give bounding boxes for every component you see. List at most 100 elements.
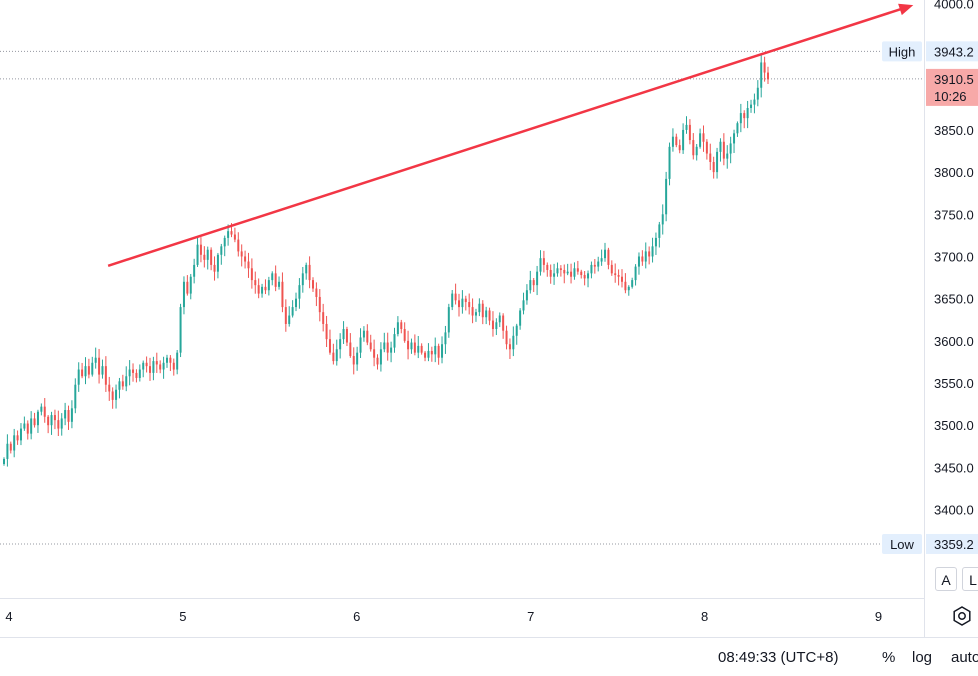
candle-body bbox=[210, 249, 213, 265]
price-axis[interactable]: 3400.0 3450.0 3500.0 3550.0 3600.0 3650.0 3700… bbox=[934, 0, 974, 518]
candle-body bbox=[665, 178, 668, 215]
candle bbox=[16, 430, 19, 445]
candle bbox=[434, 337, 437, 363]
candle bbox=[315, 282, 318, 307]
candle bbox=[610, 260, 613, 276]
candle-body bbox=[149, 366, 152, 373]
candle-body bbox=[512, 335, 515, 350]
candle bbox=[437, 343, 440, 365]
candle-body bbox=[733, 133, 736, 144]
date-tick-label: 6 bbox=[353, 609, 360, 624]
candle bbox=[760, 54, 763, 98]
candle-body bbox=[19, 428, 22, 441]
candle bbox=[335, 339, 338, 366]
percent-toggle[interactable]: % bbox=[882, 649, 896, 666]
settings-button[interactable] bbox=[950, 604, 974, 628]
candle bbox=[736, 121, 739, 137]
candle bbox=[743, 110, 746, 129]
candle bbox=[756, 80, 759, 107]
candle-body bbox=[648, 251, 651, 257]
candle-body bbox=[576, 268, 579, 272]
candle-body bbox=[67, 410, 70, 422]
candle bbox=[631, 277, 634, 289]
candle bbox=[580, 269, 583, 279]
candle bbox=[213, 256, 216, 281]
candle-body bbox=[739, 113, 742, 124]
candle-body bbox=[688, 124, 691, 141]
bar-countdown: 10:26 bbox=[934, 89, 967, 104]
candle-body bbox=[644, 251, 647, 262]
candle bbox=[84, 357, 87, 385]
candle-body bbox=[695, 146, 698, 156]
auto-scale-button[interactable]: A bbox=[935, 567, 957, 591]
candle-body bbox=[196, 244, 199, 265]
candle bbox=[311, 277, 314, 292]
candle bbox=[70, 400, 73, 429]
time-axis[interactable]: 4 5 6 7 8 9 bbox=[5, 609, 882, 624]
lock-scale-button[interactable]: L bbox=[962, 567, 978, 591]
candle-body bbox=[481, 303, 484, 318]
candle bbox=[407, 330, 410, 360]
candle-body bbox=[583, 275, 586, 279]
candle-body bbox=[668, 146, 671, 179]
candle bbox=[288, 306, 291, 327]
candle bbox=[505, 325, 508, 350]
candle bbox=[57, 410, 60, 437]
candle bbox=[250, 258, 253, 289]
candle-body bbox=[610, 264, 613, 274]
candle bbox=[614, 263, 617, 283]
bottom-toolbar: 08:49:33 (UTC+8) % log auto bbox=[0, 637, 978, 676]
candle-body bbox=[424, 352, 427, 358]
candle bbox=[172, 358, 175, 376]
candle bbox=[447, 303, 450, 338]
candle bbox=[688, 119, 691, 145]
price-tick-label: 3750.0 bbox=[934, 207, 974, 222]
candle bbox=[491, 311, 494, 337]
candle-body bbox=[444, 332, 447, 345]
candle bbox=[298, 278, 301, 309]
candle bbox=[502, 313, 505, 339]
auto-toggle[interactable]: auto bbox=[951, 649, 978, 666]
candle-body bbox=[6, 443, 9, 459]
candle bbox=[539, 250, 542, 276]
candle bbox=[665, 171, 668, 222]
candle bbox=[138, 364, 141, 382]
candle-body bbox=[271, 273, 274, 281]
candle bbox=[746, 100, 749, 129]
candle-body bbox=[332, 352, 335, 362]
candle bbox=[81, 362, 84, 379]
candle-body bbox=[94, 357, 97, 363]
chart-canvas[interactable]: 3400.0 3450.0 3500.0 3550.0 3600.0 3650.0 3700… bbox=[0, 0, 978, 637]
candle-body bbox=[573, 268, 576, 277]
candle-body bbox=[227, 231, 230, 238]
high-badge: High 3943.2 bbox=[882, 41, 978, 62]
candle bbox=[206, 246, 209, 270]
candle-body bbox=[678, 145, 681, 151]
candle-body bbox=[237, 239, 240, 252]
candle-body bbox=[121, 381, 124, 387]
trendline[interactable] bbox=[107, 6, 907, 267]
date-tick-label: 5 bbox=[179, 609, 186, 624]
candle bbox=[600, 249, 603, 266]
candle bbox=[685, 116, 688, 134]
candle-body bbox=[495, 322, 498, 330]
candle bbox=[508, 338, 511, 359]
candle bbox=[216, 252, 219, 279]
candle bbox=[471, 298, 474, 324]
candle bbox=[583, 271, 586, 286]
candle-body bbox=[186, 281, 189, 294]
candle-body bbox=[176, 352, 179, 370]
candle-body bbox=[91, 362, 94, 375]
candle-body bbox=[474, 312, 477, 316]
candle-body bbox=[60, 418, 63, 429]
candle-body bbox=[417, 345, 420, 353]
candle-body bbox=[145, 362, 148, 367]
timezone-clock[interactable]: 08:49:33 (UTC+8) bbox=[718, 649, 839, 666]
candle-body bbox=[288, 315, 291, 324]
log-toggle[interactable]: log bbox=[912, 649, 933, 666]
candle bbox=[451, 290, 454, 311]
candle-body bbox=[617, 275, 620, 277]
candle bbox=[278, 276, 281, 290]
candle bbox=[132, 363, 135, 382]
candle-body bbox=[410, 342, 413, 350]
